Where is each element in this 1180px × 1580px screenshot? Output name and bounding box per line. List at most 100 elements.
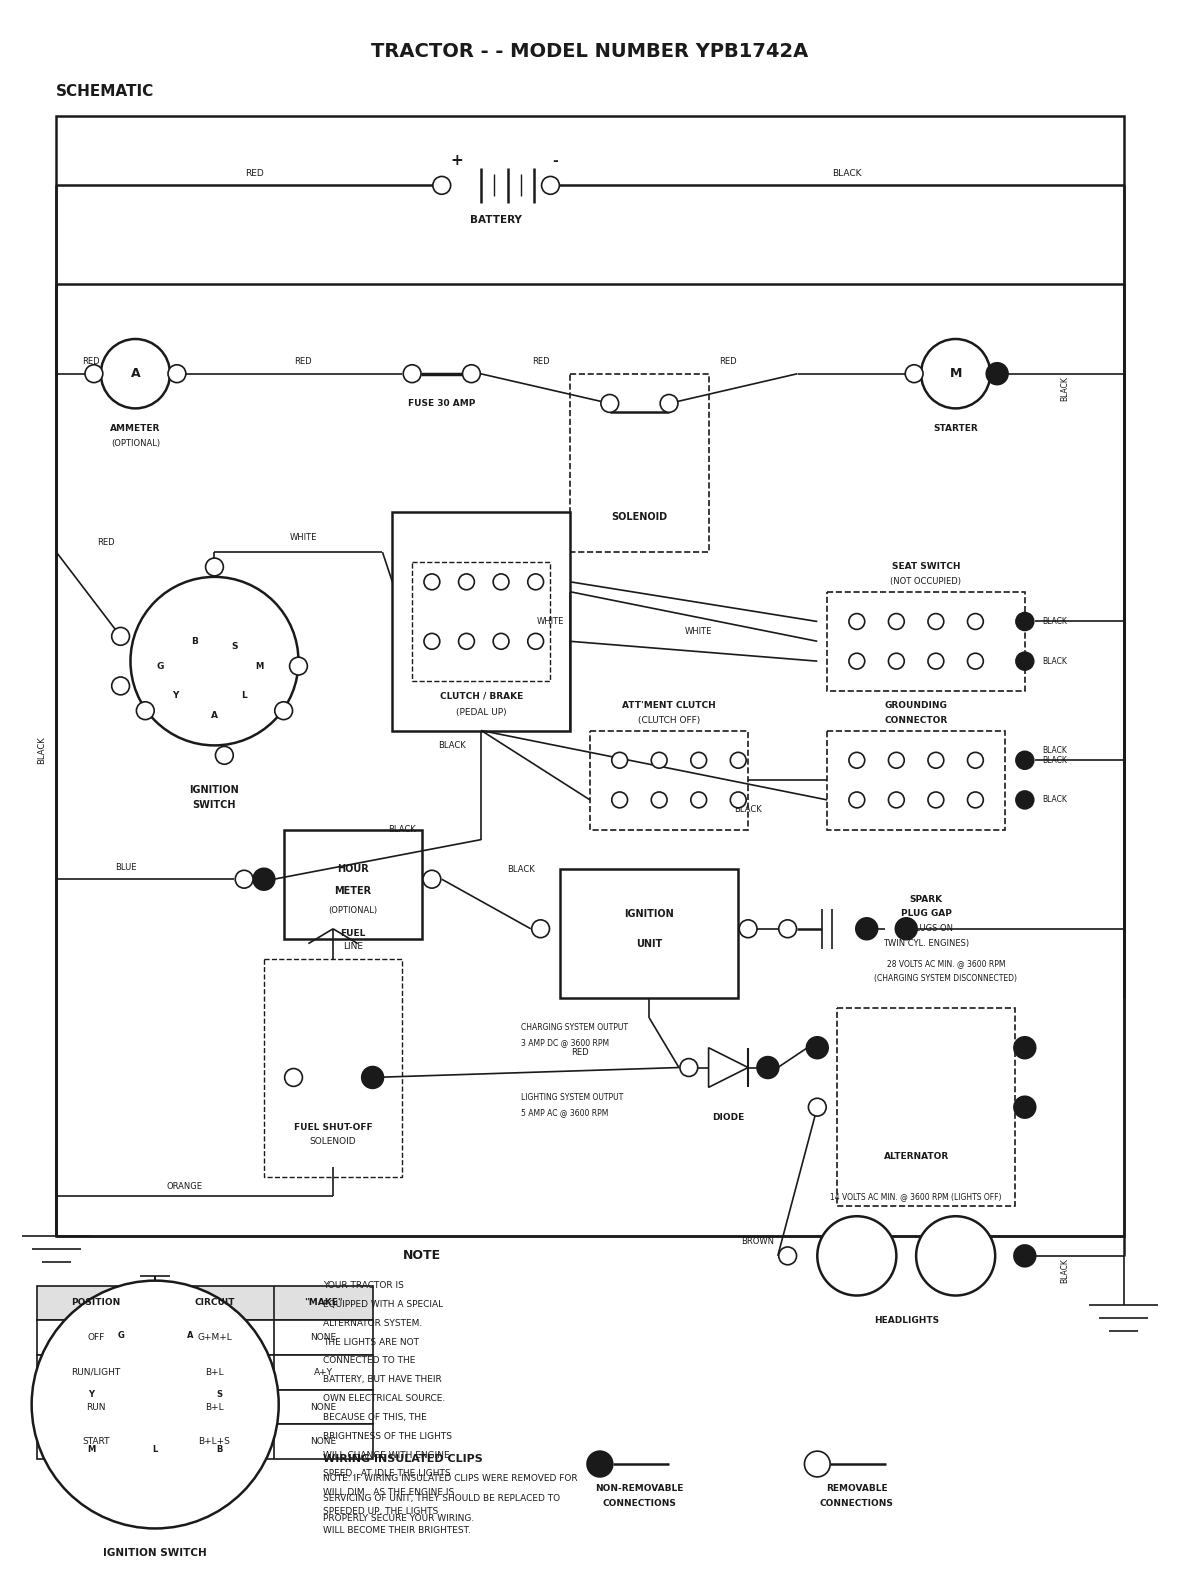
Text: Y: Y — [172, 692, 178, 700]
Circle shape — [493, 634, 509, 649]
Text: BLACK: BLACK — [734, 806, 762, 814]
Bar — [71, 1435, 111, 1465]
Bar — [57, 115, 1123, 1236]
Circle shape — [422, 871, 441, 888]
Text: RUN/LIGHT: RUN/LIGHT — [71, 1368, 120, 1376]
Circle shape — [1014, 1097, 1036, 1119]
Circle shape — [112, 676, 130, 695]
Bar — [837, 1008, 1015, 1206]
Circle shape — [848, 653, 865, 668]
Text: SEAT SWITCH: SEAT SWITCH — [892, 562, 961, 572]
Bar — [37, 1425, 373, 1458]
Circle shape — [137, 702, 155, 719]
Text: CONNECTOR: CONNECTOR — [885, 716, 948, 725]
Bar — [393, 512, 570, 730]
Text: A: A — [186, 1330, 194, 1340]
Text: TWIN CYL. ENGINES): TWIN CYL. ENGINES) — [883, 939, 969, 948]
Text: BLACK: BLACK — [507, 864, 535, 874]
Text: CLUTCH / BRAKE: CLUTCH / BRAKE — [440, 692, 523, 700]
Text: TRACTOR - - MODEL NUMBER YPB1742A: TRACTOR - - MODEL NUMBER YPB1742A — [372, 43, 808, 62]
Bar — [37, 1286, 373, 1321]
Circle shape — [253, 869, 275, 890]
Text: BATTERY: BATTERY — [470, 215, 522, 224]
Circle shape — [848, 792, 865, 807]
Bar — [570, 374, 708, 551]
Text: A+Y: A+Y — [314, 1368, 333, 1376]
Text: HOUR: HOUR — [337, 864, 368, 874]
Circle shape — [112, 627, 130, 645]
Text: S: S — [231, 641, 237, 651]
Text: LIGHTING SYSTEM OUTPUT: LIGHTING SYSTEM OUTPUT — [520, 1093, 623, 1101]
Text: RUN: RUN — [86, 1403, 106, 1411]
Bar — [100, 1326, 140, 1356]
Text: (PEDAL UP): (PEDAL UP) — [455, 708, 506, 717]
Text: CONNECTIONS: CONNECTIONS — [603, 1499, 676, 1509]
Circle shape — [896, 918, 917, 940]
Circle shape — [322, 1046, 343, 1068]
Text: SOLENOID: SOLENOID — [309, 1138, 356, 1147]
Text: OWN ELECTRICAL SOURCE.: OWN ELECTRICAL SOURCE. — [323, 1394, 445, 1403]
Circle shape — [205, 558, 223, 575]
Text: (OPTIONAL): (OPTIONAL) — [111, 439, 160, 447]
Circle shape — [680, 1059, 697, 1076]
Text: METER: METER — [334, 886, 372, 896]
Text: IGNITION: IGNITION — [624, 908, 674, 920]
Circle shape — [1016, 792, 1034, 809]
Circle shape — [586, 1450, 612, 1477]
Circle shape — [651, 792, 667, 807]
Text: A: A — [131, 367, 140, 381]
Text: SWITCH: SWITCH — [192, 799, 236, 811]
Text: IGNITION SWITCH: IGNITION SWITCH — [104, 1548, 206, 1558]
Circle shape — [322, 997, 343, 1019]
Text: 28 VOLTS AC MIN. @ 3600 RPM: 28 VOLTS AC MIN. @ 3600 RPM — [886, 959, 1005, 969]
Text: BLACK: BLACK — [1060, 1258, 1069, 1283]
Text: SPEED.  AT IDLE THE LIGHTS: SPEED. AT IDLE THE LIGHTS — [323, 1469, 451, 1479]
Circle shape — [779, 1247, 797, 1264]
Circle shape — [690, 792, 707, 807]
Text: WIRING INSULATED CLIPS: WIRING INSULATED CLIPS — [323, 1454, 483, 1465]
Circle shape — [100, 340, 170, 408]
Text: AMMETER: AMMETER — [110, 423, 160, 433]
Circle shape — [611, 752, 628, 768]
Circle shape — [424, 634, 440, 649]
Text: NOTE: IF WIRING INSULATED CLIPS WERE REMOVED FOR: NOTE: IF WIRING INSULATED CLIPS WERE REM… — [323, 1474, 578, 1484]
Text: BLACK: BLACK — [1042, 746, 1067, 755]
Text: CONNECTED TO THE: CONNECTED TO THE — [323, 1357, 415, 1365]
Text: LINE: LINE — [343, 942, 362, 951]
Text: REMOVABLE: REMOVABLE — [826, 1484, 887, 1493]
Circle shape — [651, 752, 667, 768]
Text: RED: RED — [83, 357, 100, 367]
Text: "MAKE": "MAKE" — [304, 1299, 342, 1308]
Circle shape — [660, 433, 678, 453]
Text: (CHARGING SYSTEM DISCONNECTED): (CHARGING SYSTEM DISCONNECTED) — [874, 973, 1017, 983]
Circle shape — [1014, 1036, 1036, 1059]
Text: RED: RED — [295, 357, 313, 367]
Bar — [136, 1435, 175, 1465]
Bar — [264, 959, 402, 1177]
Text: ALTERNATOR SYSTEM.: ALTERNATOR SYSTEM. — [323, 1319, 422, 1327]
Text: SERVICING OF UNIT, THEY SHOULD BE REPLACED TO: SERVICING OF UNIT, THEY SHOULD BE REPLAC… — [323, 1495, 560, 1503]
Text: SPARK: SPARK — [910, 894, 943, 904]
Bar — [71, 1379, 111, 1409]
Text: (2 PLUGS ON: (2 PLUGS ON — [899, 924, 953, 934]
Circle shape — [925, 1097, 946, 1119]
Circle shape — [986, 363, 1008, 384]
Text: NONE: NONE — [310, 1403, 336, 1411]
Bar — [37, 1321, 373, 1356]
Circle shape — [889, 653, 904, 668]
Text: G: G — [157, 662, 164, 670]
Text: SOLENOID: SOLENOID — [611, 512, 668, 523]
Text: BECAUSE OF THIS, THE: BECAUSE OF THIS, THE — [323, 1413, 427, 1422]
Circle shape — [168, 365, 185, 382]
Circle shape — [876, 1036, 897, 1059]
Circle shape — [876, 1097, 897, 1119]
Circle shape — [322, 1022, 343, 1044]
Text: RED: RED — [571, 1048, 589, 1057]
Circle shape — [808, 1098, 826, 1115]
Circle shape — [889, 613, 904, 629]
Text: A: A — [211, 711, 218, 720]
Text: THE LIGHTS ARE NOT: THE LIGHTS ARE NOT — [323, 1338, 419, 1346]
Text: (OPTIONAL): (OPTIONAL) — [328, 907, 378, 915]
Circle shape — [433, 177, 451, 194]
Circle shape — [601, 395, 618, 412]
